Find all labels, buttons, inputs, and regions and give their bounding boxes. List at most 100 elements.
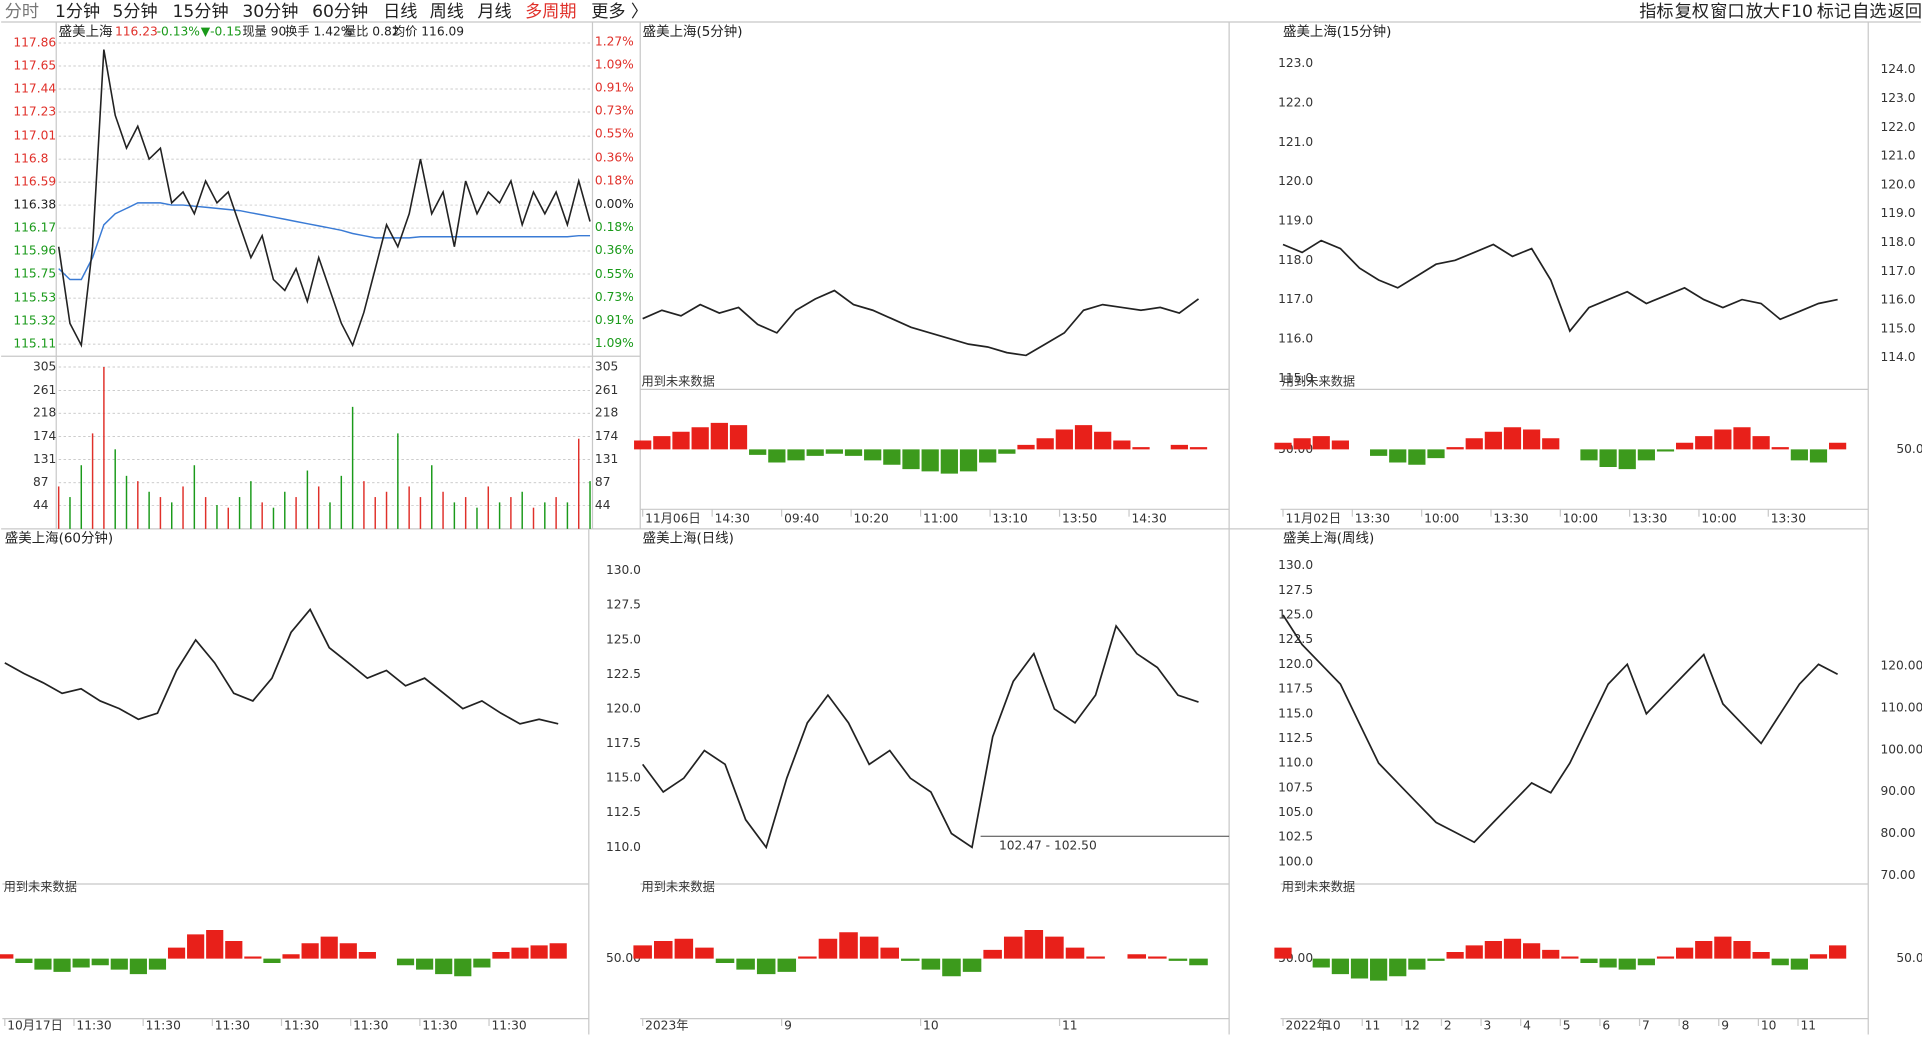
period-tab[interactable]: 1分钟	[55, 2, 100, 22]
panel-title[interactable]: 盛美上海(日线)	[643, 531, 734, 547]
x-tick-label: 11月06日	[645, 512, 701, 526]
toolbar-button[interactable]: 放大	[1746, 2, 1780, 22]
y-tick-label: 122.0	[1278, 95, 1313, 109]
toolbar-button[interactable]: 窗口	[1710, 2, 1744, 22]
period-tab[interactable]: 日线	[383, 2, 417, 22]
volume-tick-label: 174	[33, 429, 57, 443]
x-tick-label: 12	[1404, 1018, 1420, 1032]
pct-tick-label: 0.55%	[595, 267, 634, 281]
y2-tick-label: 118.0	[1880, 235, 1915, 249]
period-tab[interactable]: 分时	[5, 2, 39, 22]
y2-tick-label: 100.00	[1880, 742, 1922, 756]
x-tick-label: 11	[1365, 1018, 1381, 1032]
volume-tick-label: 87	[595, 475, 611, 489]
y-tick-label: 100.0	[1278, 854, 1313, 868]
y2-tick-label: 124.0	[1880, 62, 1915, 76]
x-tick-label: 6	[1602, 1018, 1610, 1032]
price-tick-label: 117.86	[13, 36, 56, 50]
x-tick-label: 11	[1062, 1018, 1078, 1032]
volume-tick-label: 131	[33, 452, 56, 466]
y-tick-label: 115.0	[606, 771, 641, 785]
quote-field: ▼-0.15	[201, 24, 242, 38]
x-tick-label: 09:40	[784, 512, 819, 526]
y-tick-label: 119.0	[1278, 213, 1313, 227]
volume-tick-label: 218	[33, 406, 56, 420]
pct-tick-label: 0.36%	[595, 243, 634, 257]
x-tick-label: 13:10	[993, 512, 1028, 526]
y2-tick-label: 116.0	[1880, 293, 1915, 307]
volume-tick-label: 131	[595, 452, 618, 466]
volume-tick-label: 87	[33, 475, 49, 489]
pct-tick-label: 0.55%	[595, 126, 634, 140]
price-tick-label: 117.01	[13, 129, 56, 143]
x-tick-label: 2023年	[645, 1018, 688, 1032]
price-tick-label: 117.65	[13, 59, 56, 73]
osc-tick-label: 50.00	[1896, 951, 1922, 965]
close-line	[1282, 614, 1839, 844]
y-tick-label: 121.0	[1278, 135, 1313, 149]
x-tick-label: 5	[1563, 1018, 1571, 1032]
x-tick-label: 13:30	[1771, 512, 1806, 526]
volume-tick-label: 261	[595, 383, 618, 397]
period-tab[interactable]: 多周期	[525, 2, 576, 22]
y2-tick-label: 114.0	[1880, 350, 1915, 364]
period-tab[interactable]: 更多 〉	[591, 2, 648, 22]
toolbar-button[interactable]: 复权	[1675, 2, 1709, 22]
x-tick-label: 11:30	[215, 1018, 250, 1032]
x-tick-label: 11月02日	[1285, 512, 1341, 526]
y-tick-label: 117.0	[1278, 292, 1313, 306]
x-tick-label: 2	[1444, 1018, 1452, 1032]
panel-title: 盛美上海	[59, 24, 113, 40]
period-tab[interactable]: 5分钟	[113, 2, 158, 22]
y-tick-label: 120.0	[1278, 657, 1313, 671]
period-tab[interactable]: 周线	[430, 2, 464, 22]
toolbar-button[interactable]: 标记	[1817, 2, 1851, 22]
close-line	[1282, 239, 1838, 333]
y-tick-label: 120.0	[606, 701, 641, 715]
x-tick-label: 11	[1800, 1018, 1816, 1032]
period-tab[interactable]: 月线	[477, 2, 511, 22]
period-tab[interactable]: 30分钟	[242, 2, 298, 22]
pct-tick-label: 1.09%	[595, 57, 634, 71]
toolbar-button[interactable]: 返回	[1888, 2, 1922, 22]
future-data-note: 用到未来数据	[1282, 879, 1355, 894]
pct-tick-label: 0.73%	[595, 103, 634, 117]
close-line	[642, 289, 1200, 357]
period-tab[interactable]: 15分钟	[173, 2, 229, 22]
y-tick-label: 127.5	[606, 598, 641, 612]
y-tick-label: 116.0	[1278, 331, 1313, 345]
y2-tick-label: 123.0	[1880, 91, 1915, 105]
price-tick-label: 116.8	[13, 152, 48, 166]
panel-title[interactable]: 盛美上海(5分钟)	[643, 23, 743, 40]
panel-title[interactable]: 盛美上海(15分钟)	[1283, 23, 1391, 40]
price-tick-label: 115.53	[13, 291, 56, 305]
volume-tick-label: 261	[33, 383, 56, 397]
x-tick-label: 8	[1682, 1018, 1690, 1032]
price-tick-label: 115.96	[13, 244, 56, 258]
quote-field: 均价 116.09	[393, 24, 464, 38]
x-tick-label: 11:30	[491, 1018, 526, 1032]
toolbar-button[interactable]: 指标	[1639, 2, 1673, 22]
toolbar-button[interactable]: 自选	[1852, 2, 1886, 22]
panel-title[interactable]: 盛美上海(60分钟)	[5, 530, 113, 547]
x-tick-label: 7	[1642, 1018, 1650, 1032]
y2-tick-label: 120.00	[1880, 658, 1922, 672]
x-tick-label: 11:30	[353, 1018, 388, 1032]
pct-tick-label: 0.36%	[595, 151, 634, 165]
panel-title[interactable]: 盛美上海(周线)	[1283, 531, 1374, 547]
volume-tick-label: 305	[595, 360, 618, 374]
y-tick-label: 112.5	[1278, 731, 1313, 745]
x-tick-label: 10月17日	[7, 1018, 63, 1032]
future-data-note: 用到未来数据	[641, 879, 714, 894]
x-tick-label: 9	[784, 1018, 792, 1032]
x-tick-label: 11:30	[284, 1018, 319, 1032]
y-tick-label: 127.5	[1278, 583, 1313, 597]
price-tick-label: 115.11	[13, 337, 56, 351]
y-tick-label: 130.0	[606, 563, 641, 577]
toolbar-button[interactable]: F10	[1781, 2, 1813, 22]
price-tick-label: 115.75	[13, 267, 56, 281]
x-tick-label: 10	[923, 1018, 939, 1032]
period-tab[interactable]: 60分钟	[312, 2, 368, 22]
price-tick-label: 116.59	[13, 175, 56, 189]
